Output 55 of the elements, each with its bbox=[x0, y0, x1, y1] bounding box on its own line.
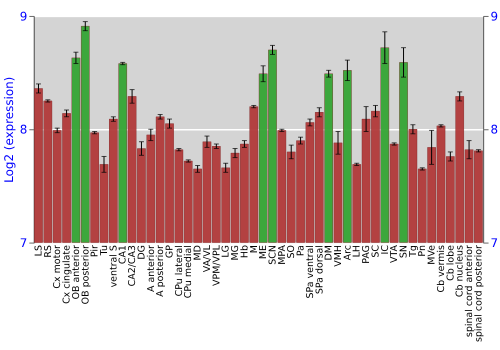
x-tick-label: VA/VL bbox=[202, 244, 213, 272]
y2-tick-label: 7 bbox=[490, 236, 498, 250]
x-tick-label: A posterior bbox=[155, 244, 166, 297]
x-tick-label: DG bbox=[136, 245, 148, 260]
x-tick-label: MG bbox=[230, 245, 242, 261]
x-tick-label: Pn bbox=[417, 245, 428, 257]
x-tick-label: Cx cingulate bbox=[62, 244, 73, 304]
x-tick-label: MVe bbox=[426, 244, 438, 265]
x-tick-label: Tu bbox=[98, 245, 110, 256]
x-tick-label: A anterior bbox=[146, 244, 157, 292]
x-tick-label: Arc bbox=[342, 245, 354, 260]
x-tick-label: RS bbox=[42, 245, 54, 258]
x-tick-label: OB posterior bbox=[80, 244, 92, 304]
x-tick-label: Hb bbox=[239, 245, 250, 258]
x-tick-label: Tg bbox=[408, 245, 419, 258]
y-axis-title: Log2 (expression) bbox=[2, 76, 16, 183]
x-tick-label: M bbox=[248, 245, 260, 254]
x-tick-label: SCN bbox=[267, 245, 278, 265]
y2-tick-label: 9 bbox=[490, 9, 498, 24]
x-tick-label: SPa ventral bbox=[304, 245, 316, 298]
x-tick-label: IC bbox=[380, 244, 391, 254]
x-tick-label: Pa bbox=[296, 245, 307, 256]
x-tick-label: MPA bbox=[276, 244, 288, 265]
y-tick-label: 9 bbox=[20, 9, 28, 24]
x-tick-label: SO bbox=[286, 245, 298, 258]
x-tick-label: spinal cord posterior bbox=[473, 244, 484, 342]
x-tick-label: Cb lobe bbox=[445, 244, 456, 281]
x-tick-label: CPu medial bbox=[183, 245, 194, 298]
x-tick-label: OB anterior bbox=[70, 244, 82, 300]
x-tick-label: Pir bbox=[90, 244, 101, 258]
x-tick-label: SN bbox=[398, 245, 410, 258]
x-tick-label: CA1 bbox=[118, 245, 129, 264]
x-tick-label: ME bbox=[258, 245, 270, 260]
x-tick-label: LS bbox=[33, 245, 44, 256]
x-tick-label: Cb nucleus bbox=[454, 244, 466, 298]
x-tick-label: LH bbox=[352, 245, 363, 258]
x-tick-label: ventral S bbox=[108, 245, 120, 288]
x-tick-label: LG bbox=[220, 245, 232, 258]
x-tick-label: Cx motor bbox=[52, 244, 64, 289]
x-tick-label: DM bbox=[324, 245, 335, 260]
x-tick-label: VTA bbox=[389, 244, 400, 264]
x-tick-label: VPM/VPL bbox=[211, 244, 222, 286]
x-tick-label: GP bbox=[164, 244, 176, 258]
y-tick-label: 8 bbox=[20, 122, 28, 137]
x-tick-label: CA2/CA3 bbox=[127, 245, 138, 286]
y-tick-label: 7 bbox=[20, 236, 28, 250]
x-tick-label: Cb vermis bbox=[436, 244, 447, 292]
y2-tick-label: 8 bbox=[490, 122, 498, 137]
x-tick-label: spinal cord anterior bbox=[464, 244, 476, 338]
x-tick-label: SPa dorsal bbox=[314, 245, 326, 294]
x-tick-label: CPu lateral bbox=[174, 245, 185, 296]
x-tick-label: PAG bbox=[361, 245, 372, 264]
x-tick-label: MD bbox=[192, 245, 204, 260]
x-tick-label: VMH bbox=[332, 245, 344, 267]
x-tick-label: SC bbox=[370, 244, 382, 258]
